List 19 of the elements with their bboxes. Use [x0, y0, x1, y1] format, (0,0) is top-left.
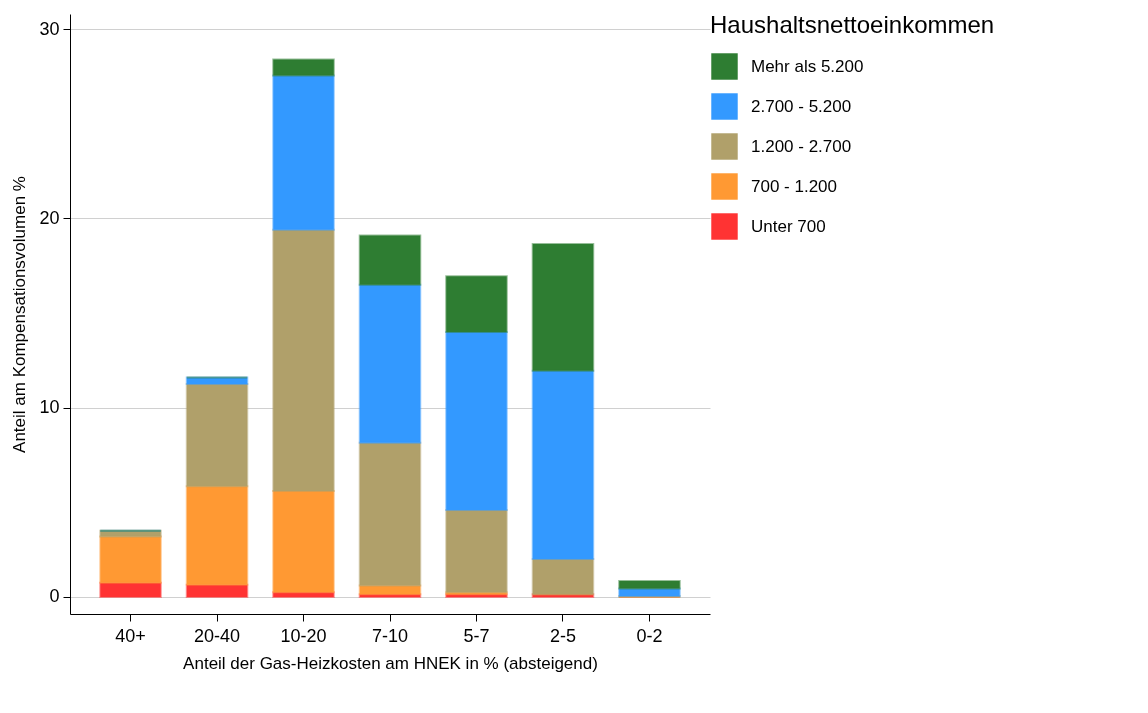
legend-label: 2.700 - 5.200 [751, 96, 852, 116]
y-axis-title: Anteil am Kompensationsvolumen % [10, 176, 30, 453]
x-tick-label: 5-7 [463, 625, 490, 646]
legend-label: Unter 700 [751, 216, 826, 236]
x-tick-label: 7-10 [371, 625, 409, 646]
x-tick-label: 2-5 [549, 625, 576, 646]
legend-title: Haushaltsnettoeinkommen [710, 11, 995, 38]
y-tick-label: 30 [39, 18, 60, 39]
x-tick-label: 40+ [115, 625, 146, 646]
legend-label: 1.200 - 2.700 [751, 136, 852, 156]
y-tick-label: 0 [49, 586, 60, 607]
legend-label: Mehr als 5.200 [751, 56, 864, 76]
x-axis-title: Anteil der Gas-Heizkosten am HNEK in % (absteigend) [183, 653, 598, 673]
x-tick-label: 0-2 [636, 625, 663, 646]
y-tick-label: 20 [39, 207, 60, 228]
x-tick-label: 10-20 [280, 625, 327, 646]
y-tick-label: 10 [39, 397, 60, 418]
legend-label: 700 - 1.200 [751, 176, 838, 196]
x-tick-label: 20-40 [194, 625, 241, 646]
